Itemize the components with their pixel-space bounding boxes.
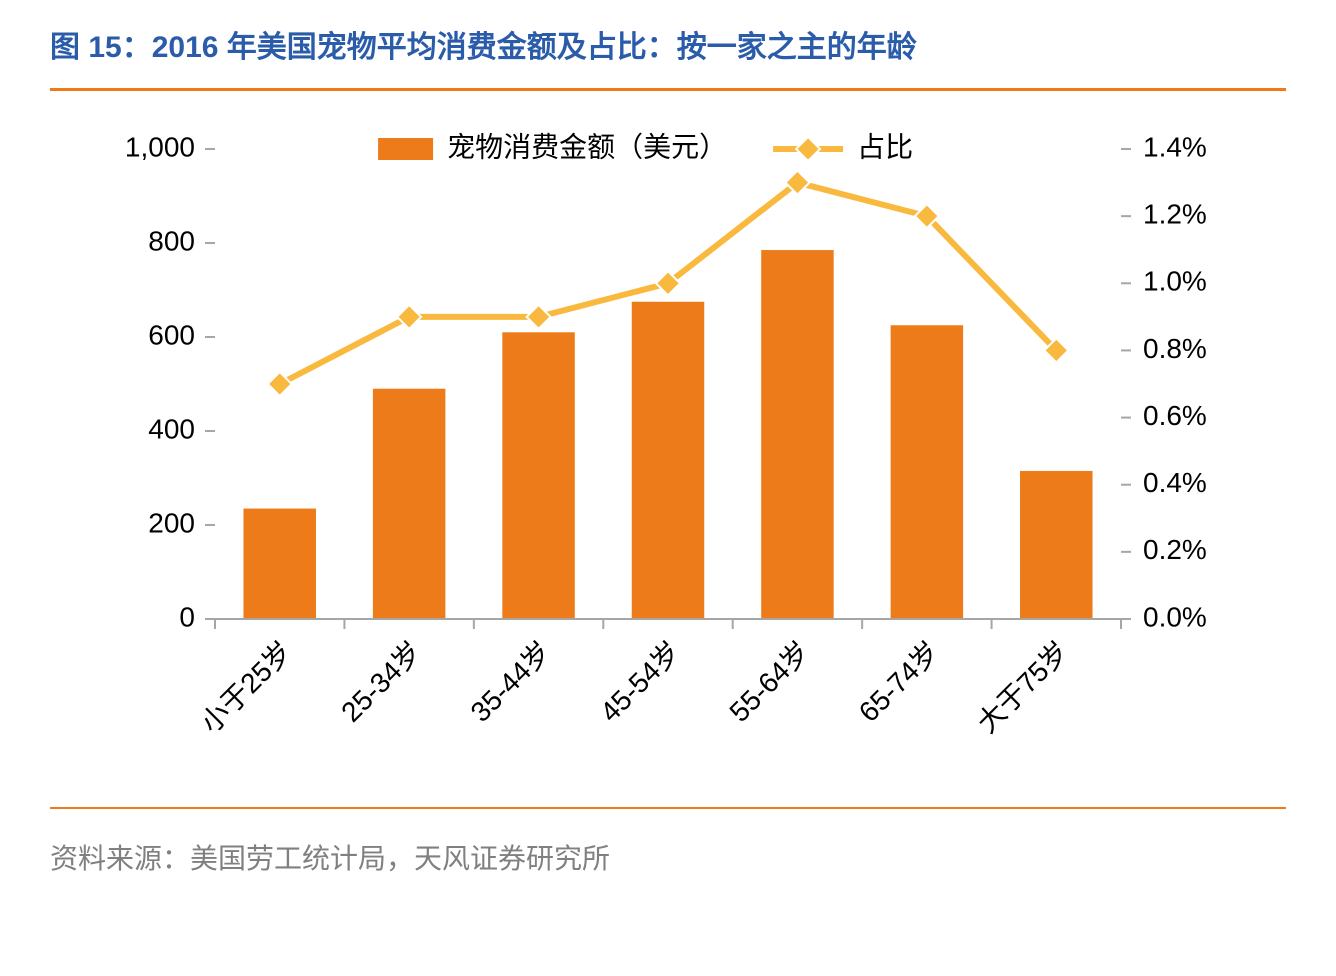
legend: 宠物消费金额（美元） 占比: [378, 131, 913, 162]
source-note: 资料来源：美国劳工统计局，天风证券研究所: [50, 817, 1286, 887]
bar: [502, 332, 574, 619]
chart-title: 图 15：2016 年美国宠物平均消费金额及占比：按一家之主的年龄: [50, 0, 1286, 80]
page: 图 15：2016 年美国宠物平均消费金额及占比：按一家之主的年龄 0 200 40…: [0, 0, 1336, 976]
line-marker: [527, 305, 551, 329]
legend-bar-swatch: [378, 138, 433, 160]
y2-tick-label: 1.2%: [1143, 199, 1207, 230]
y2-tick-label: 1.4%: [1143, 131, 1207, 162]
x-tick-label: 35-44岁: [465, 635, 557, 727]
x-tick-label: 小于25岁: [195, 635, 298, 738]
x-tick-label: 25-34岁: [335, 635, 427, 727]
bar: [632, 302, 704, 619]
y-tick-label: 0: [179, 601, 195, 632]
y-tick-label: 800: [148, 225, 195, 256]
x-tick-label: 45-54岁: [594, 635, 686, 727]
footer-rule: [50, 807, 1286, 809]
x-tick-label: 55-64岁: [723, 635, 815, 727]
bar: [1020, 471, 1092, 619]
line-marker: [268, 372, 292, 396]
y2-tick-label: 0.0%: [1143, 601, 1207, 632]
y-tick-label: 400: [148, 413, 195, 444]
bar: [761, 250, 833, 619]
combo-chart: 0 200 400 600 800 1,000 0.0% 0.2% 0.4% 0.6% 0.8% 1.…: [50, 99, 1286, 799]
legend-line-marker: [796, 137, 820, 161]
y-tick-label: 200: [148, 507, 195, 538]
bar: [373, 389, 445, 619]
y2-tick-label: 0.8%: [1143, 333, 1207, 364]
y2-tick-label: 0.2%: [1143, 534, 1207, 565]
title-rule: [50, 88, 1286, 91]
y-tick-label: 1,000: [125, 131, 195, 162]
y-tick-label: 600: [148, 319, 195, 350]
x-tick-label: 大于75岁: [971, 635, 1074, 738]
line-marker: [397, 305, 421, 329]
legend-line-label: 占比: [857, 131, 913, 162]
bar: [891, 325, 963, 619]
bar: [243, 509, 315, 619]
y2-tick-label: 1.0%: [1143, 266, 1207, 297]
legend-bar-label: 宠物消费金额（美元）: [447, 131, 727, 162]
chart-container: 0 200 400 600 800 1,000 0.0% 0.2% 0.4% 0.6% 0.8% 1.…: [50, 99, 1286, 799]
y2-tick-label: 0.6%: [1143, 400, 1207, 431]
y2-tick-label: 0.4%: [1143, 467, 1207, 498]
x-tick-label: 65-74岁: [853, 635, 945, 727]
